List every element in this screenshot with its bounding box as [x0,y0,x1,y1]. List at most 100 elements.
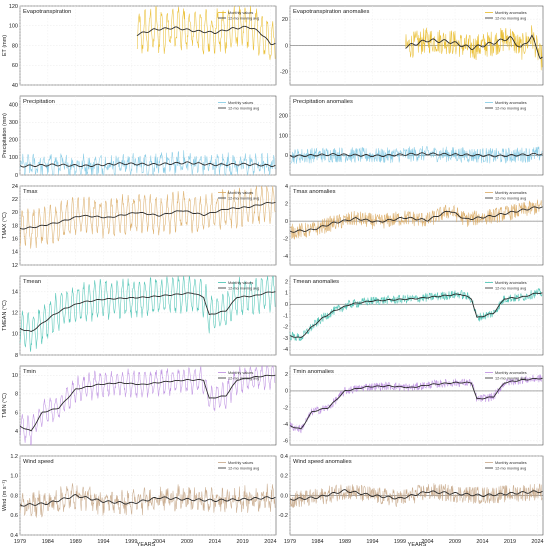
y-tick-label: 1.2 [10,454,18,460]
panel-title: Tmean [23,279,41,285]
y-tick-label: 12 [12,311,18,317]
y-axis-label: Wind (m s⁻¹) [2,480,8,511]
y-tick-label: -4 [283,347,288,353]
panel-title: Wind speed [23,459,54,465]
y-tick-label: 0 [15,173,18,179]
y-tick-label: 2 [285,372,288,378]
y-tick-label: 1.0 [10,474,18,480]
y-tick-label: -1 [283,313,288,319]
y-tick-label: -2 [283,325,288,331]
y-tick-label: -20 [280,70,288,76]
y-tick-label: -2 [283,236,288,242]
series-monthly-eta [405,25,543,71]
series-moving-avg-wsa [289,489,543,501]
series-monthly-tmax [19,185,276,249]
y-tick-label: 0 [285,389,288,395]
legend-label-monthly: Monthly values [228,101,253,105]
x-tick-label: 1979 [284,539,296,545]
y-tick-label: 2 [285,279,288,285]
y-tick-label: 120 [9,4,18,10]
y-tick-label: 0 [285,219,288,225]
series-monthly-et [136,5,276,60]
y-tick-label: 100 [279,133,288,139]
series-monthly-ws [19,483,276,518]
x-tick-label: 2019 [504,539,516,545]
y-axis-label: ET (mm) [2,35,8,56]
y-tick-label: 24 [12,184,18,190]
legend-label-moving-avg: 12-mo moving avg [228,107,259,111]
x-tick-label: 1989 [339,539,351,545]
y-tick-label: -4 [283,254,288,260]
y-tick-label: 0.6 [10,513,18,519]
x-tick-label: 1984 [42,539,54,545]
y-tick-label: 0.8 [10,493,18,499]
panel-title: Tmean anomalies [293,279,339,285]
panel-tmean: 8 10 12 14 Tmean TMEAN (°C) Monthly values 12-m… [2,275,277,359]
y-tick-label: 100 [9,155,18,161]
x-tick-label: 2009 [181,539,193,545]
legend-label-monthly: Monthly anomalies [495,461,527,465]
panel-frame [19,95,277,176]
series-monthly-pr [19,150,276,176]
legend-label-moving-avg: 12-mo moving avg [228,467,259,471]
y-tick-label: 0 [285,302,288,308]
panel-title: Tmin anomalies [293,369,334,375]
panel-title: Evapotranspiration anomalies [293,9,369,15]
legend-label-monthly: Monthly values [228,371,253,375]
y-axis-label: TMAX (°C) [2,212,8,239]
y-tick-label: 22 [12,197,18,203]
legend-label-moving-avg: 12-mo moving avg [228,17,259,21]
y-tick-label: 18 [12,223,18,229]
x-tick-label: 1989 [70,539,82,545]
x-tick-label: 2024 [264,539,276,545]
y-tick-label: 0 [285,153,288,159]
series-moving-avg-eta [405,34,543,60]
panel-et: 40 60 80 100 120 Evapotranspiration ET (mm) Mon… [2,4,277,89]
legend-label-monthly: Monthly anomalies [495,281,527,285]
x-tick-label: 1994 [366,539,378,545]
series-moving-avg-et [136,25,276,45]
y-axis-label: TMIN (°C) [2,393,8,418]
y-tick-label: -3 [283,336,288,342]
y-tick-label: 2 [285,201,288,207]
y-tick-label: 200 [279,114,288,120]
y-tick-label: 60 [12,63,18,69]
x-tick-label: 1979 [14,539,26,545]
x-tick-label: 2024 [531,539,543,545]
panel-wsa: -0.2 0.0 0.2 0.4 Wind speed anomalies Monthly… [279,454,544,545]
panel-title: Evapotranspiration [23,9,71,15]
series-monthly-tmaxa [289,199,543,240]
legend-label-moving-avg: 12-mo moving avg [228,197,259,201]
series-monthly-tmeana [289,287,543,342]
y-tick-label: 10 [12,332,18,338]
y-tick-label: -0.2 [279,513,288,519]
legend-label-moving-avg: 12-mo moving avg [495,287,526,291]
legend-label-monthly: Monthly anomalies [495,191,527,195]
panel-tmaxa: -4 -2 0 2 4 Tmax anomalies Monthly anomalies 12… [283,184,544,266]
panel-title: Precipitation [23,99,55,105]
y-tick-label: 4 [285,184,288,190]
series-moving-avg-tmax [19,201,276,230]
panel-title: Tmin [23,369,36,375]
panel-title: Tmax [23,189,38,195]
y-tick-label: -2 [283,405,288,411]
panel-title: Wind speed anomalies [293,459,352,465]
y-tick-label: 14 [12,290,18,296]
series-moving-avg-tmin [19,374,276,432]
x-axis-label-right: YEARS [408,542,427,548]
y-tick-label: 100 [9,24,18,30]
y-tick-label: 20 [282,17,288,23]
y-tick-label: 1 [285,291,288,297]
y-tick-label: 0.2 [280,474,288,480]
legend-label-moving-avg: 12-mo moving avg [495,377,526,381]
legend-label-monthly: Monthly values [228,11,253,15]
x-tick-label: 2014 [476,539,488,545]
legend-label-moving-avg: 12-mo moving avg [495,467,526,471]
legend-label-moving-avg: 12-mo moving avg [228,287,259,291]
y-tick-label: 0 [285,43,288,49]
x-tick-label: 2014 [209,539,221,545]
x-tick-label: 1984 [311,539,323,545]
x-axis-label-left: YEARS [137,542,156,548]
x-tick-label: 2004 [421,539,433,545]
